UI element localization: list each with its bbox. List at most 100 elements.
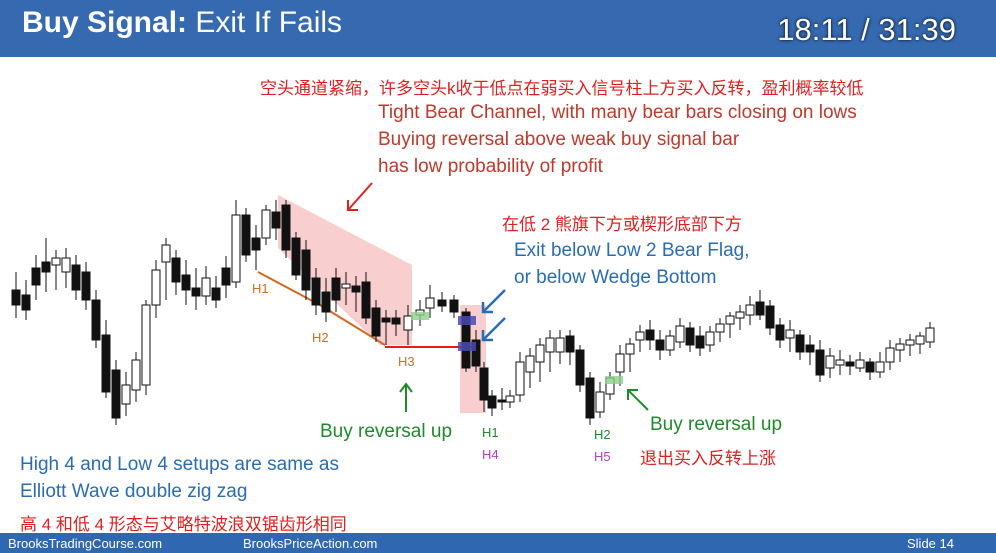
slide-number: Slide 14 xyxy=(907,536,954,551)
label-h2-b: H2 xyxy=(594,427,611,442)
candle-body xyxy=(497,399,507,403)
candle-body xyxy=(695,335,705,349)
top-note-en-3: has low probability of profit xyxy=(378,156,603,177)
candle-body xyxy=(525,355,535,373)
candle-body xyxy=(835,359,845,366)
footer-site-1: BrooksTradingCourse.com xyxy=(8,536,163,551)
footer-site-2: BrooksPriceAction.com xyxy=(243,536,378,551)
red-arrow xyxy=(347,182,373,211)
title-bar: Buy Signal: Exit If Fails 18:11 / 31:39 xyxy=(0,0,996,57)
candles-group xyxy=(11,200,935,425)
candle-body xyxy=(865,361,875,373)
buy-signal-mark-1 xyxy=(411,312,429,320)
candle-body xyxy=(805,344,815,353)
candle-body xyxy=(905,339,915,346)
candle-body xyxy=(575,349,585,386)
top-note-en-2: Buying reversal above weak buy signal ba… xyxy=(378,129,740,150)
candle-body xyxy=(825,355,835,369)
candle-body xyxy=(251,237,261,251)
exit-mark-1 xyxy=(458,316,476,325)
candle-body xyxy=(555,337,565,353)
candle-body xyxy=(685,327,695,346)
label-h1-a: H1 xyxy=(252,281,269,296)
candle-body xyxy=(545,337,555,353)
candle-body xyxy=(425,297,435,309)
top-note-en-1: Tight Bear Channel, with many bear bars … xyxy=(378,102,857,123)
candle-body xyxy=(615,353,625,373)
candle-body xyxy=(301,249,311,291)
candle-body xyxy=(705,331,715,346)
candle-body xyxy=(635,331,645,341)
exit-note-en-2: or below Wedge Bottom xyxy=(514,267,717,288)
candle-body xyxy=(565,335,575,353)
candle-body xyxy=(231,214,241,283)
candle-body xyxy=(131,359,141,391)
candle-body xyxy=(161,244,171,263)
candle-body xyxy=(925,327,935,343)
label-h2-a: H2 xyxy=(312,330,329,345)
candle-body xyxy=(515,361,525,396)
candle-body xyxy=(535,344,545,363)
candle-body xyxy=(655,339,665,351)
footer: BrooksTradingCourse.com BrooksPriceActio… xyxy=(0,533,996,553)
candle-body xyxy=(191,287,201,297)
candle-body xyxy=(41,261,51,273)
candle-body xyxy=(321,291,331,313)
candle-body xyxy=(403,315,413,331)
candle-body xyxy=(795,334,805,353)
candle-body xyxy=(171,257,181,283)
label-h4: H4 xyxy=(482,447,499,462)
bottom-note-en-2: Elliott Wave double zig zag xyxy=(20,481,248,502)
candle-body xyxy=(675,325,685,343)
candle-body xyxy=(21,294,31,311)
candle-body xyxy=(895,343,905,351)
candle-body xyxy=(461,311,471,369)
candle-body xyxy=(755,301,765,316)
candle-body xyxy=(81,271,91,301)
slide-title: Buy Signal: Exit If Fails xyxy=(22,6,342,40)
candle-body xyxy=(111,369,121,419)
candle-body xyxy=(351,285,361,293)
video-timer: 18:11 / 31:39 xyxy=(777,12,956,47)
candle-body xyxy=(51,257,61,266)
candle-body xyxy=(715,323,725,333)
candle-body xyxy=(815,349,825,376)
title-rest: Exit If Fails xyxy=(187,6,343,39)
candle-body xyxy=(845,361,855,367)
title-bold: Buy Signal: xyxy=(22,6,188,39)
green-arrow-2 xyxy=(627,389,649,411)
exit-reversal-cn: 退出买入反转上涨 xyxy=(640,449,776,468)
candle-body xyxy=(471,339,481,367)
candle-body xyxy=(645,329,655,341)
candle-body xyxy=(765,305,775,329)
label-h3: H3 xyxy=(398,354,415,369)
candle-body xyxy=(241,214,251,256)
candle-body xyxy=(341,283,351,289)
candle-body xyxy=(725,315,735,325)
candle-body xyxy=(371,307,381,337)
top-note-cn: 空头通道紧缩，许多空头k收于低点在弱买入信号柱上方买入反转，盈利概率较低 xyxy=(260,79,864,98)
candle-body xyxy=(585,377,595,419)
candle-body xyxy=(181,274,191,291)
candle-body xyxy=(151,269,161,306)
candle-body xyxy=(785,329,795,339)
exit-note-en-1: Exit below Low 2 Bear Flag, xyxy=(514,240,750,261)
buy-signal-mark-2 xyxy=(605,376,623,384)
bottom-note-en-1: High 4 and Low 4 setups are same as xyxy=(20,454,339,475)
label-h5: H5 xyxy=(594,449,611,464)
candle-body xyxy=(101,334,111,393)
candle-body xyxy=(595,391,605,413)
blue-arrow-1 xyxy=(481,289,506,314)
candle-body xyxy=(775,324,785,341)
blue-arrow-2 xyxy=(481,317,506,342)
candle-body xyxy=(855,359,865,369)
candle-body xyxy=(449,299,459,313)
candle-body xyxy=(121,384,131,405)
candle-body xyxy=(271,211,281,229)
exit-mark-2 xyxy=(458,342,476,351)
buy-reversal-label-2: Buy reversal up xyxy=(650,414,783,435)
buy-reversal-label-1: Buy reversal up xyxy=(320,421,453,442)
candle-body xyxy=(71,264,81,291)
candle-body xyxy=(505,395,515,403)
candle-body xyxy=(31,267,41,286)
